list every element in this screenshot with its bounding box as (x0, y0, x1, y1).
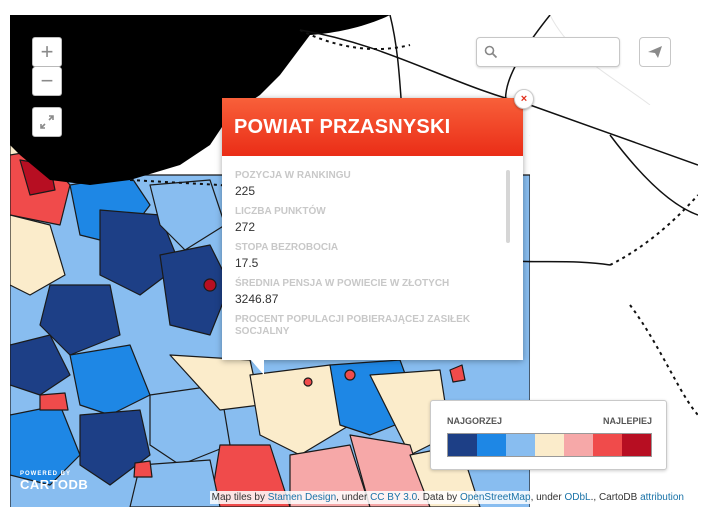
info-popup: POWIAT PRZASNYSKI POZYCJA W RANKINGU 225… (222, 98, 523, 360)
field-value-rank: 225 (235, 184, 256, 198)
legend-swatch (593, 434, 622, 456)
cc-link[interactable]: CC BY 3.0 (370, 492, 418, 503)
search-icon (484, 45, 498, 59)
legend-swatch (564, 434, 593, 456)
field-value-points: 272 (235, 220, 256, 234)
attribution-text: . Data by (417, 492, 460, 503)
attribution: Map tiles by Stamen Design, under CC BY … (209, 491, 686, 504)
legend-swatch (477, 434, 506, 456)
legend-right-label: NAJLEPIEJ (602, 416, 652, 426)
field-label-rank: POZYCJA W RANKINGU (235, 170, 351, 181)
send-icon (648, 46, 662, 58)
attribution-text: ., CartoDB (590, 492, 641, 503)
attribution-text: , under (336, 492, 371, 503)
field-label-salary: ŚREDNIA PENSJA W POWIECIE W ZŁOTYCH (235, 278, 450, 289)
legend-swatch (448, 434, 477, 456)
osm-link[interactable]: OpenStreetMap (459, 492, 531, 503)
cartodb-logo[interactable]: POWERED BY CARTODB (20, 471, 88, 492)
expand-icon (40, 115, 54, 129)
field-value-unemployment: 17.5 (235, 256, 259, 270)
zoom-in-button[interactable]: + (32, 37, 62, 67)
field-label-points: LICZBA PUNKTÓW (235, 206, 326, 217)
legend-swatch (506, 434, 535, 456)
field-label-benefit: PROCENT POPULACJI POBIERAJĄCEJ ZASIŁEK S… (235, 314, 471, 337)
legend-left-label: NAJGORZEJ (447, 416, 503, 426)
popup-body[interactable]: POZYCJA W RANKINGU 225 LICZBA PUNKTÓW 27… (222, 156, 523, 360)
legend-swatch (622, 434, 651, 456)
odbl-link[interactable]: ODbL (564, 492, 591, 503)
cartodb-attribution-link[interactable]: attribution (640, 492, 684, 503)
logo-cartodb: CARTODB (20, 477, 89, 492)
zoom-out-button[interactable]: − (32, 67, 62, 96)
stamen-link[interactable]: Stamen Design (267, 492, 337, 503)
fullscreen-button[interactable] (32, 107, 62, 137)
popup-close-button[interactable]: × (514, 89, 534, 109)
popup-scrollbar[interactable] (506, 170, 510, 243)
field-label-unemployment: STOPA BEZROBOCIA (235, 242, 339, 253)
legend-swatch (535, 434, 564, 456)
legend: NAJGORZEJ NAJLEPIEJ (430, 400, 667, 470)
attribution-text: , under (530, 492, 565, 503)
search-box[interactable] (476, 37, 620, 67)
field-value-salary: 3246.87 (235, 292, 279, 306)
share-button[interactable] (639, 37, 671, 67)
attribution-text: Map tiles by (211, 492, 268, 503)
popup-tip (250, 359, 264, 375)
map-frame[interactable]: + − POWIAT PRZASNYSKI POZYCJA W RANKINGU… (10, 15, 698, 507)
search-input[interactable] (503, 43, 615, 61)
popup-title: POWIAT PRZASNYSKI (222, 98, 523, 156)
legend-color-bar (447, 433, 652, 457)
logo-powered-by: POWERED BY (20, 471, 72, 477)
